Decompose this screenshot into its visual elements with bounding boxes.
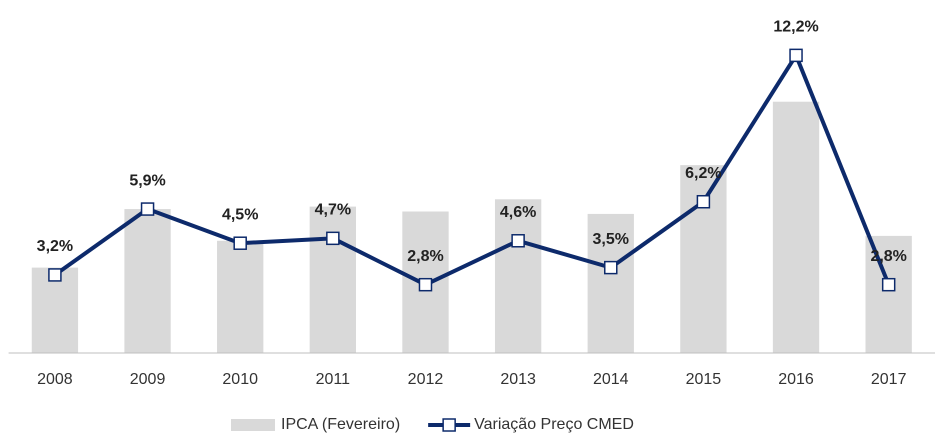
x-tick-label: 2011	[316, 371, 351, 388]
x-tick-label: 2017	[871, 371, 907, 388]
x-tick-label: 2015	[686, 371, 722, 388]
x-tick-label: 2016	[778, 371, 814, 388]
value-label: 2,8%	[407, 248, 443, 265]
value-label: 3,2%	[37, 238, 73, 255]
value-label: 6,2%	[685, 165, 721, 182]
x-tick-label: 2014	[593, 371, 629, 388]
bar	[217, 240, 264, 353]
bar	[31, 267, 79, 353]
legend-swatch	[231, 419, 275, 431]
marker	[48, 268, 62, 282]
value-label: 3,5%	[593, 231, 629, 248]
bar	[772, 101, 820, 353]
bar	[124, 209, 171, 353]
bar	[587, 213, 634, 353]
x-tick-label: 2009	[130, 371, 166, 388]
marker	[418, 277, 433, 292]
marker	[696, 194, 711, 209]
marker	[326, 231, 340, 246]
legend-label: IPCA (Fevereiro)	[281, 416, 400, 433]
marker	[789, 48, 803, 63]
bar	[494, 199, 542, 353]
marker	[604, 260, 618, 275]
value-label: 4,5%	[222, 206, 258, 223]
marker	[881, 277, 896, 292]
marker	[511, 234, 525, 248]
value-label: 4,7%	[315, 202, 351, 219]
value-label: 5,9%	[129, 172, 165, 189]
bar	[680, 165, 727, 353]
marker	[233, 236, 247, 250]
value-label: 2,8%	[870, 248, 906, 265]
bar	[309, 206, 356, 353]
x-tick-label: 2013	[500, 371, 536, 388]
value-label: 4,6%	[500, 204, 536, 221]
legend-label: Variação Preço CMED	[474, 416, 634, 433]
legend-marker	[442, 418, 456, 432]
line	[53, 53, 891, 287]
bar	[865, 235, 912, 353]
x-tick-label: 2008	[37, 371, 73, 388]
x-tick-label: 2010	[222, 371, 258, 388]
value-label: 12,2%	[773, 19, 818, 36]
marker	[140, 202, 155, 216]
x-tick-label: 2012	[408, 371, 444, 388]
